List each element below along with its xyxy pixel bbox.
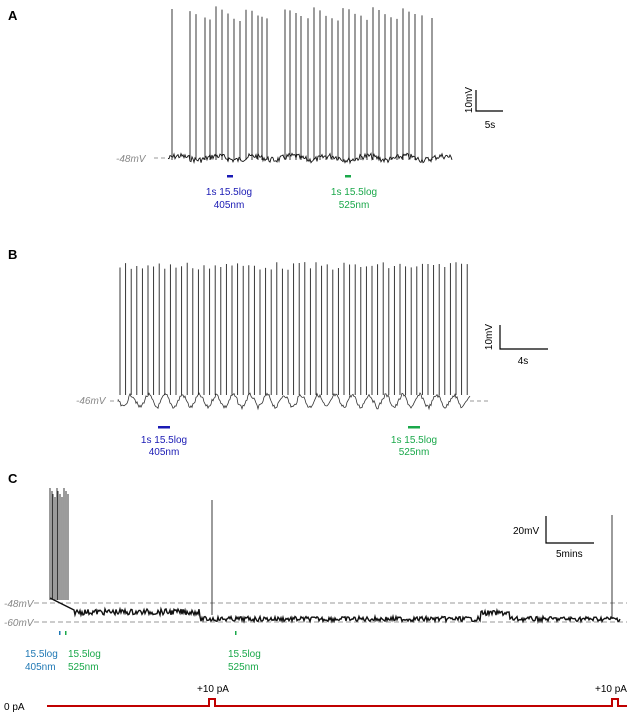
panel-b-stim-bar-405 [158, 426, 170, 429]
panel-b-stim-label-525-line2: 525nm [399, 447, 430, 458]
panel-a-scale-t: 5s [485, 120, 496, 131]
panel-b-trace [117, 262, 471, 411]
panel-c-scale-t: 5mins [556, 549, 583, 560]
panel-a-stim-bar-525 [345, 175, 351, 178]
panel-c-baseline-lower-label: -60mV [4, 618, 35, 629]
panel-a-stim-label-525-line1: 1s 15.5log [331, 187, 377, 198]
panel-c-trace [49, 488, 621, 625]
panel-a-noise [167, 151, 453, 165]
panel-c-current-protocol: 0 pA +10 pA +10 pA [4, 684, 627, 713]
panel-c-letter: C [8, 471, 18, 486]
current-pulse-label-1: +10 pA [197, 684, 229, 695]
panel-c-stim-label-405-line2: 405nm [25, 662, 56, 673]
panel-b-scale-t: 4s [518, 356, 529, 367]
panel-b-letter: B [8, 247, 17, 262]
panel-a-stim-bar-405 [227, 175, 233, 178]
panel-c-stim-label-525b-line2: 525nm [228, 662, 259, 673]
panel-a-letter: A [8, 8, 18, 23]
panel-c-stim-tick-525-late [235, 631, 237, 635]
current-zero-label: 0 pA [4, 702, 25, 713]
panel-c-scale-v: 20mV [513, 526, 539, 537]
panel-b-stim-label-525-line1: 1s 15.5log [391, 435, 437, 446]
panel-a-stim-label-405-line2: 405nm [214, 200, 245, 211]
panel-b-noise [117, 392, 471, 411]
panel-a-stim-label-405-line1: 1s 15.5log [206, 187, 252, 198]
panel-c-stim-label-525a-line2: 525nm [68, 662, 99, 673]
panel-c-stim-tick-525-early [65, 631, 67, 635]
panel-c-scale-bar: 20mV 5mins [513, 516, 594, 560]
panel-c-stim-label-525a-line1: 15.5log [68, 649, 101, 660]
current-step-trace [47, 698, 627, 707]
panel-c: C -48mV -60mV 15.5log 405nm 15.5log 525n… [4, 471, 627, 713]
panel-b-scale-v: 10mV [484, 324, 495, 350]
current-pulse-label-2: +10 pA [595, 684, 627, 695]
panel-b-stim-label-405-line2: 405nm [149, 447, 180, 458]
panel-c-baseline-upper-label: -48mV [4, 599, 35, 610]
panel-a-baseline-label: -48mV [116, 154, 147, 165]
panel-b: B -46mV 1s 15.5log 405nm 1s 15.5log 525n… [8, 247, 548, 458]
panel-a-scale-bar: 10mV 5s [464, 87, 503, 131]
panel-a-trace [167, 6, 453, 165]
panel-b-scale-bar: 10mV 4s [484, 324, 548, 367]
panel-c-noise [49, 597, 621, 625]
panel-c-stim-label-525b-line1: 15.5log [228, 649, 261, 660]
panel-a-stim-label-525-line2: 525nm [339, 200, 370, 211]
panel-a-scale-v: 10mV [464, 87, 475, 113]
panel-c-stim-tick-405 [59, 631, 61, 635]
panel-b-stim-label-405-line1: 1s 15.5log [141, 435, 187, 446]
panel-b-stim-bar-525 [408, 426, 420, 429]
panel-b-baseline-label: -46mV [76, 396, 107, 407]
panel-a: A -48mV 1s 15.5log 405nm 1s 15.5log 525n… [8, 6, 503, 211]
panel-c-stim-label-405-line1: 15.5log [25, 649, 58, 660]
